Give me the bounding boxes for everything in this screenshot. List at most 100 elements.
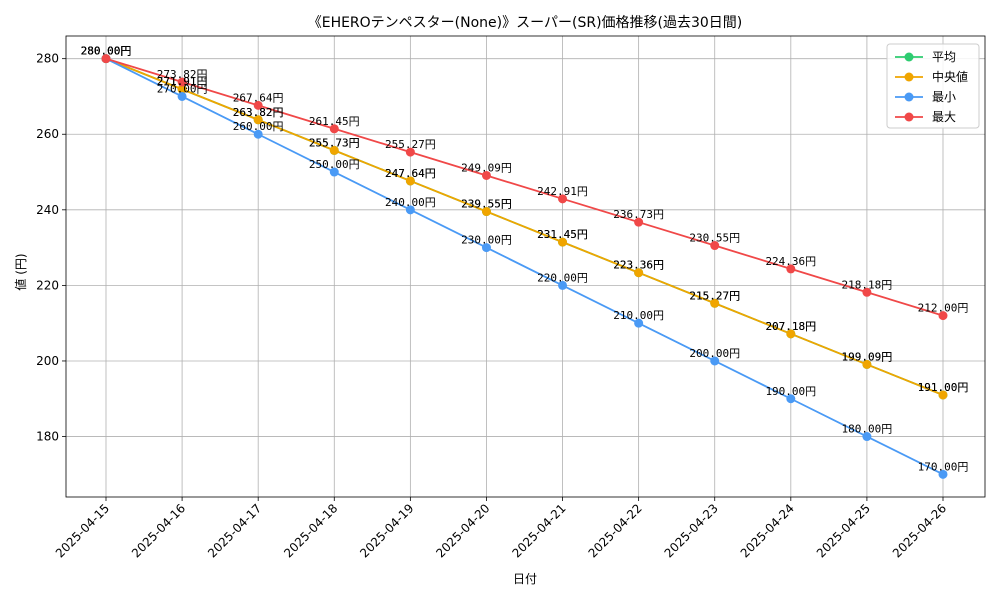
data-point — [558, 237, 568, 247]
data-label: 224.36円 — [765, 255, 816, 268]
legend-marker — [904, 92, 914, 102]
legend-marker — [904, 52, 914, 62]
data-label: 271.91円 — [157, 75, 208, 88]
data-label: 263.82円 — [233, 106, 284, 119]
data-label: 239.55円 — [461, 198, 512, 211]
y-tick-label: 180 — [36, 430, 59, 444]
data-label: 271.91円 — [157, 75, 208, 88]
data-label: 263.82円 — [233, 106, 284, 119]
data-label: 240.00円 — [385, 196, 436, 209]
data-label: 220.00円 — [537, 271, 588, 284]
data-point — [177, 77, 187, 87]
data-point — [101, 54, 111, 64]
legend-marker — [904, 72, 914, 82]
x-tick-label: 2025-04-19 — [357, 501, 416, 560]
data-point — [862, 359, 872, 369]
data-point — [634, 318, 644, 328]
data-point — [253, 115, 263, 125]
data-label: 231.45円 — [537, 228, 588, 241]
data-label: 280.00円 — [81, 45, 132, 58]
data-label: 230.55円 — [689, 232, 740, 245]
axes-layer: 2025-04-15 2025-04-16 2025-04-17 2025-04-18… — [36, 35, 986, 560]
x-axis-title: 日付 — [513, 572, 537, 586]
data-point — [786, 264, 796, 274]
data-label: 180.00円 — [842, 423, 893, 436]
x-tick-label: 2025-04-18 — [281, 501, 340, 560]
data-point — [329, 167, 339, 177]
data-label: 191.00円 — [918, 381, 969, 394]
data-label: 170.00円 — [918, 460, 969, 473]
data-point — [329, 124, 339, 134]
y-axis-title: 値 (円) — [13, 253, 28, 290]
data-label: 267.64円 — [233, 91, 284, 104]
data-point — [558, 194, 568, 204]
y-tick-label: 200 — [36, 354, 59, 368]
data-label: 191.00円 — [918, 381, 969, 394]
y-tick-label: 240 — [36, 203, 59, 217]
data-label: 247.64円 — [385, 167, 436, 180]
data-label: 200.00円 — [689, 347, 740, 360]
plot-frame — [65, 35, 986, 498]
data-label: 250.00円 — [309, 158, 360, 171]
x-tick-label: 2025-04-25 — [814, 501, 873, 560]
data-label: 280.00円 — [81, 45, 132, 58]
data-labels-layer: 280.00円 271.91円 263.82円 255.73円 247.64円 239.5… — [81, 45, 969, 474]
data-label: 242.91円 — [537, 185, 588, 198]
data-point — [786, 394, 796, 404]
x-tick-label: 2025-04-15 — [53, 501, 112, 560]
data-label: 249.09円 — [461, 161, 512, 174]
chart-title: 《EHEROテンペスター(None)》スーパー(SR)価格推移(過去30日間) — [308, 15, 743, 31]
x-tick-label: 2025-04-24 — [738, 501, 797, 560]
data-point — [405, 176, 415, 186]
x-tick-label: 2025-04-17 — [205, 501, 264, 560]
data-point — [177, 91, 187, 101]
data-point — [405, 205, 415, 215]
series-layer — [101, 54, 948, 479]
data-label: 190.00円 — [765, 385, 816, 398]
series-line — [105, 57, 944, 476]
legend-entry: 平均 — [932, 50, 956, 64]
data-point — [558, 280, 568, 290]
x-tick-label: 2025-04-20 — [433, 501, 492, 560]
data-label: 270.00円 — [157, 82, 208, 95]
data-point — [405, 147, 415, 157]
data-label: 223.36円 — [613, 259, 664, 272]
y-tick-label: 220 — [36, 278, 59, 292]
data-label: 255.73円 — [309, 136, 360, 149]
data-label: 231.45円 — [537, 228, 588, 241]
data-point — [938, 390, 948, 400]
x-tick-label: 2025-04-26 — [890, 501, 949, 560]
x-tick-label: 2025-04-21 — [509, 501, 568, 560]
data-point — [329, 145, 339, 155]
data-point — [938, 311, 948, 321]
legend-marker — [904, 112, 914, 122]
data-label: 215.27円 — [689, 289, 740, 302]
data-label: 280.00円 — [81, 45, 132, 58]
data-point — [862, 432, 872, 442]
y-tick-label: 280 — [36, 52, 59, 66]
series-line — [105, 57, 944, 396]
data-label: 215.27円 — [689, 289, 740, 302]
data-label: 261.45円 — [309, 115, 360, 128]
data-label: 218.18円 — [842, 278, 893, 291]
data-point — [253, 100, 263, 110]
data-label: 207.18円 — [765, 320, 816, 333]
x-tick-label: 2025-04-22 — [586, 501, 645, 560]
data-label: 230.00円 — [461, 234, 512, 247]
data-label: 273.82円 — [157, 68, 208, 81]
data-label: 210.00円 — [613, 309, 664, 322]
data-label: 207.18円 — [765, 320, 816, 333]
data-point — [862, 287, 872, 297]
data-point — [938, 469, 948, 479]
legend-box — [886, 43, 980, 129]
data-label: 247.64円 — [385, 167, 436, 180]
data-point — [481, 207, 491, 217]
data-label: 255.73円 — [309, 136, 360, 149]
data-label: 255.27円 — [385, 138, 436, 151]
data-label: 236.73円 — [613, 208, 664, 221]
data-point — [481, 243, 491, 253]
x-tick-label: 2025-04-23 — [662, 501, 721, 560]
